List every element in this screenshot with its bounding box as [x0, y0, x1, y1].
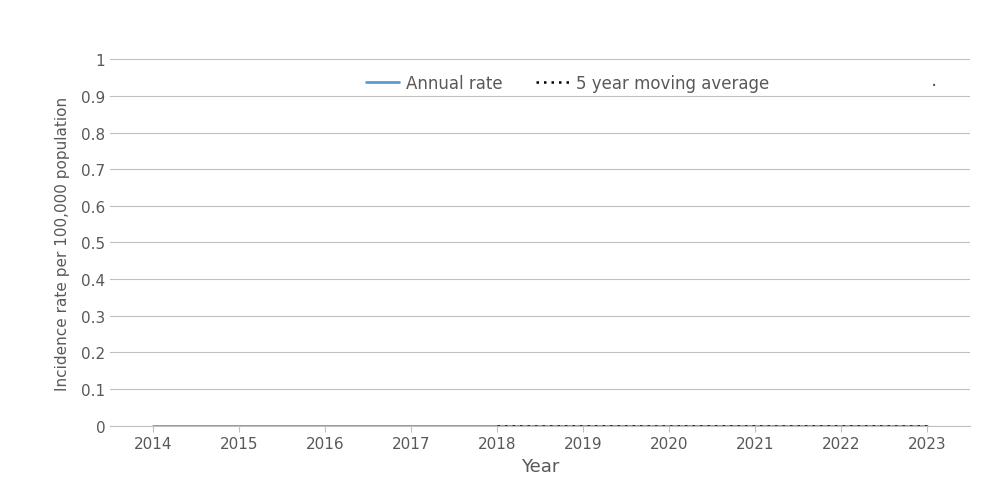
- Y-axis label: Incidence rate per 100,000 population: Incidence rate per 100,000 population: [55, 96, 70, 390]
- Annual rate: [749, 423, 761, 429]
- Annual rate: [835, 423, 847, 429]
- 5 year moving average: [577, 423, 589, 429]
- 5 year moving average: [835, 423, 847, 429]
- 5 year moving average: [663, 423, 675, 429]
- Annual rate: [405, 423, 417, 429]
- Annual rate: [663, 423, 675, 429]
- Annual rate: [233, 423, 245, 429]
- Text: .: .: [931, 71, 938, 90]
- Annual rate: [147, 423, 159, 429]
- X-axis label: Year: Year: [521, 457, 559, 475]
- Annual rate: [319, 423, 331, 429]
- 5 year moving average: [491, 423, 503, 429]
- Annual rate: [577, 423, 589, 429]
- 5 year moving average: [921, 423, 933, 429]
- Legend: Annual rate, 5 year moving average: Annual rate, 5 year moving average: [359, 69, 776, 100]
- 5 year moving average: [749, 423, 761, 429]
- Annual rate: [921, 423, 933, 429]
- Annual rate: [491, 423, 503, 429]
